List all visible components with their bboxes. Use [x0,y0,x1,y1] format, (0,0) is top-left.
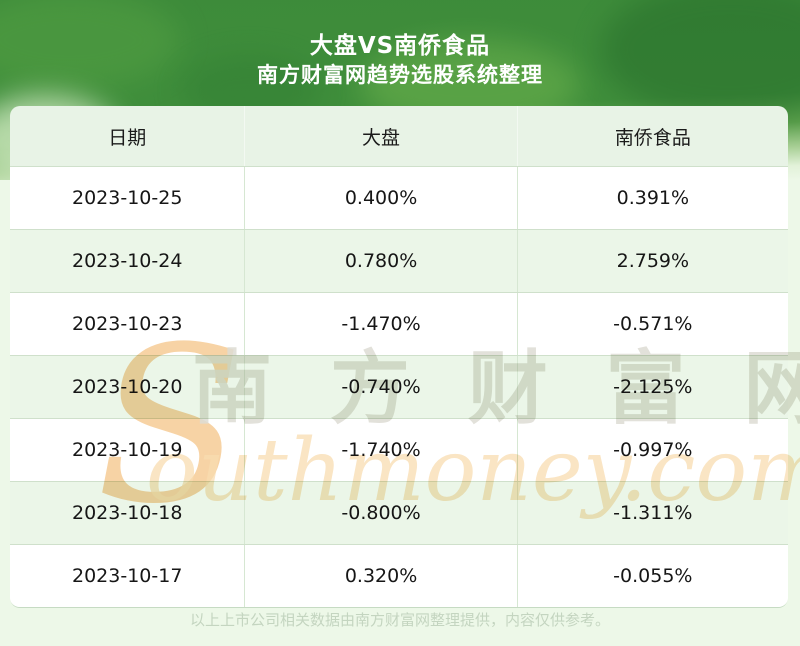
table-row: 2023-10-24 0.780% 2.759% [10,229,788,292]
cell-date: 2023-10-23 [10,293,246,355]
cell-market: 0.320% [245,545,518,607]
cell-stock: -1.311% [613,502,693,524]
cell-date: 2023-10-24 [10,230,246,292]
table-row: 2023-10-18 -0.800% -1.311% [10,481,788,544]
column-header-date: 日期 [10,106,246,166]
page-title: 大盘VS南侨食品 [309,33,491,59]
cell-stock: -0.571% [613,313,693,335]
footer-disclaimer: 以上上市公司相关数据由南方财富网整理提供，内容仅供参考。 [189,611,610,629]
cell-market: -0.800% [245,482,518,544]
cell-date: 2023-10-19 [10,419,246,481]
column-header-stock: 南侨食品 [614,126,691,149]
table-header-row: 日期 大盘 南侨食品 [10,106,788,166]
column-header-market: 大盘 [245,106,518,166]
table-row: 2023-10-23 -1.470% -0.571% [10,292,788,355]
table-row: 2023-10-19 -1.740% -0.997% [10,418,788,481]
table-row: 2023-10-25 0.400% 0.391% [10,166,788,229]
cell-market: 0.780% [245,230,518,292]
cell-market: 0.400% [245,167,518,229]
cell-stock: -0.997% [613,439,693,461]
cell-date: 2023-10-17 [10,545,246,607]
cell-market: -0.740% [245,356,518,418]
cell-stock: -2.125% [613,376,693,398]
cell-stock: 2.759% [616,250,690,272]
cell-market: -1.470% [245,293,518,355]
cell-date: 2023-10-20 [10,356,246,418]
table-row: 2023-10-20 -0.740% -2.125% [10,355,788,418]
cell-date: 2023-10-25 [10,167,246,229]
page-subtitle: 南方财富网趋势选股系统整理 [257,63,543,87]
table-row: 2023-10-17 0.320% -0.055% [10,544,788,607]
cell-stock: 0.391% [616,187,690,209]
cell-market: -1.740% [245,419,518,481]
table-body: 2023-10-25 0.400% 0.391% 2023-10-24 0.78… [10,166,788,607]
cell-stock: -0.055% [613,565,693,587]
cell-date: 2023-10-18 [10,482,246,544]
comparison-table: 日期 大盘 南侨食品 2023-10-25 0.400% 0.391% 2023… [10,106,788,608]
